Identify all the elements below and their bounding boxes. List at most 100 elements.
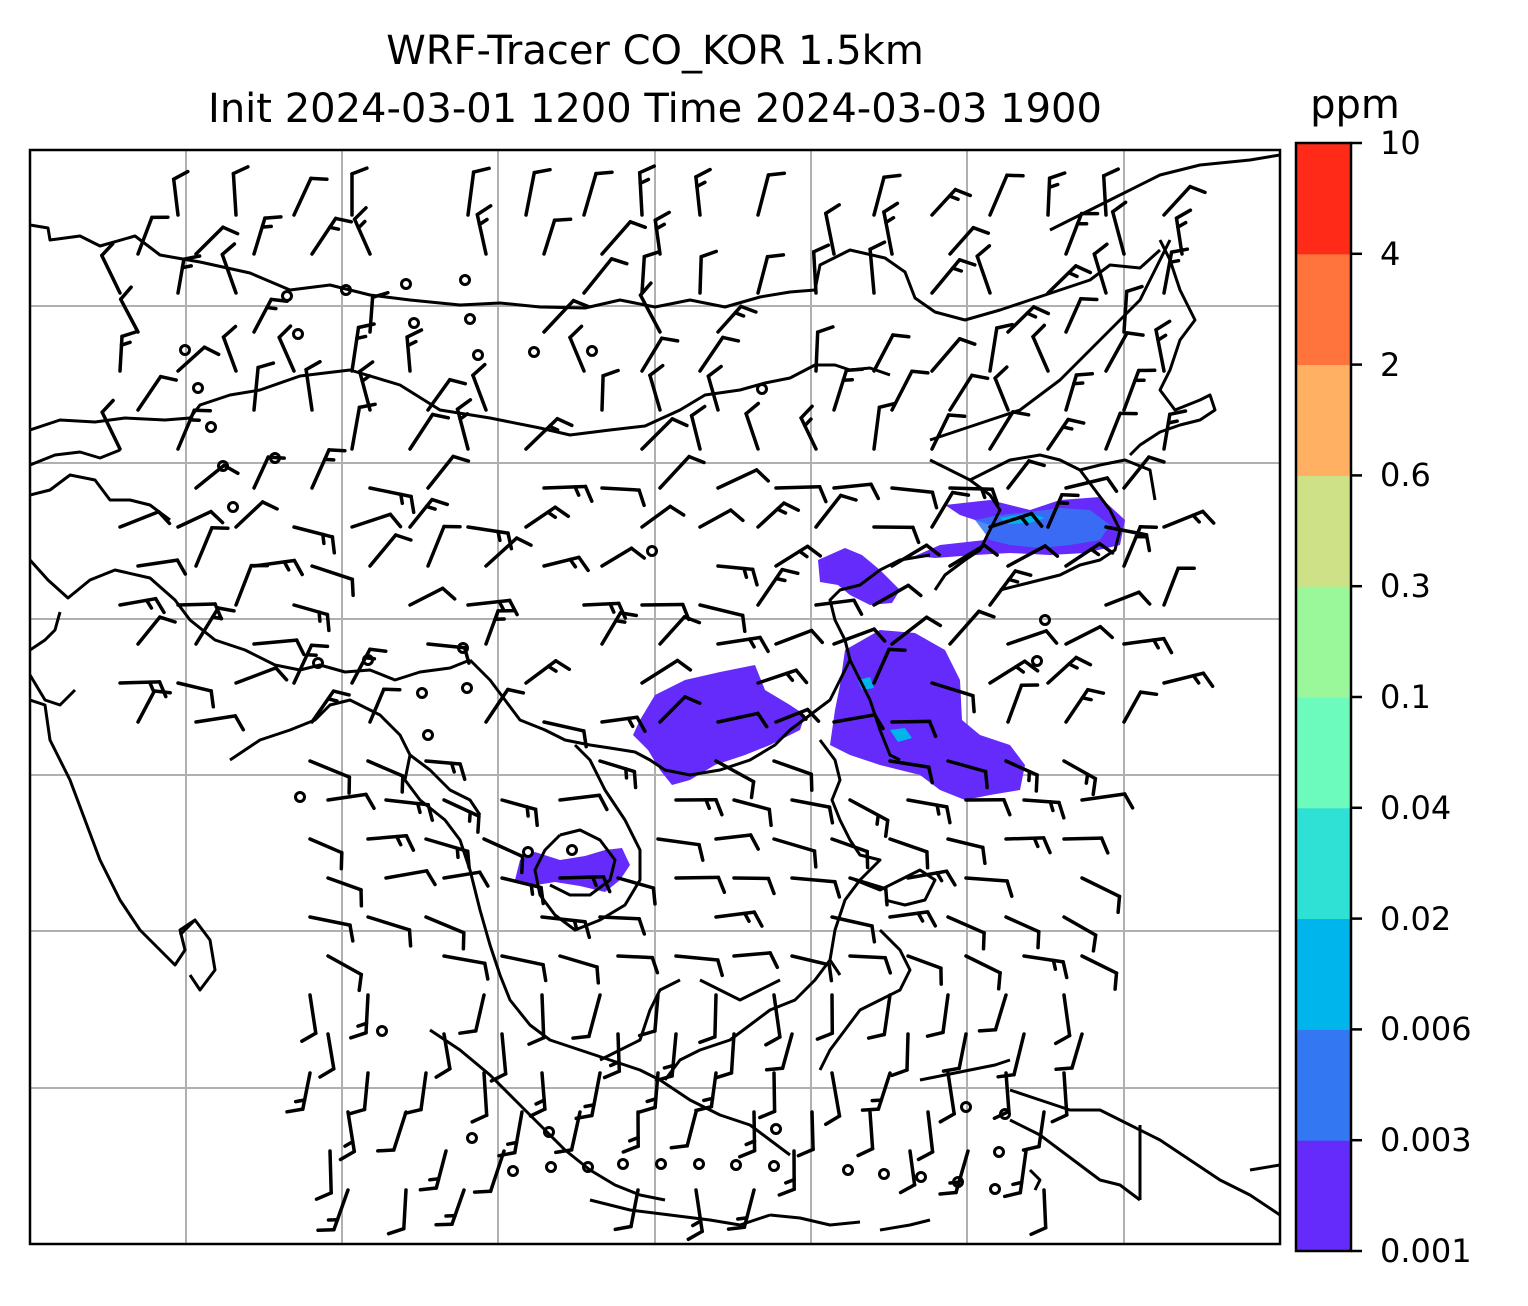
wind-barb [756, 567, 800, 607]
plume-south-china [633, 665, 805, 785]
wind-barb [694, 167, 712, 217]
wind-barb [1006, 459, 1046, 490]
wind-barb [832, 367, 865, 412]
wind-barb [988, 659, 1040, 685]
colorbar-segment [1296, 253, 1351, 366]
calm-wind-marker [340, 284, 352, 296]
wind-barb [890, 1032, 910, 1078]
wind-barb [656, 837, 705, 862]
wind-barb [100, 242, 122, 295]
colorbar-segment [1296, 697, 1351, 809]
wind-barb [350, 322, 376, 373]
wind-barb [716, 304, 758, 334]
wind-barb [500, 798, 539, 828]
wind-barb [1174, 208, 1193, 256]
wind-barb [686, 1188, 704, 1242]
wind-barb [366, 834, 416, 852]
wind-barb [300, 993, 318, 1043]
wind-barb [1110, 200, 1128, 256]
wind-barb [542, 720, 588, 749]
calm-wind-marker [459, 274, 471, 286]
wind-barb [136, 689, 172, 724]
wind-barb [964, 876, 1014, 898]
wind-barb [220, 242, 238, 295]
colorbar-unit-label: ppm [1310, 82, 1400, 128]
map-subtitle: Init 2024-03-01 1200 Time 2024-03-03 190… [208, 86, 1102, 132]
wind-barb [292, 176, 329, 217]
wind-barb [484, 536, 533, 568]
wind-barb [930, 681, 976, 714]
colorbar-tick-label: 0.02 [1380, 899, 1452, 938]
wind-barb [1154, 319, 1172, 373]
wind-barb [948, 225, 991, 256]
wind-barb [848, 876, 889, 907]
calm-wind-marker [461, 682, 473, 694]
wind-barb [930, 187, 973, 217]
wind-barb [600, 546, 646, 568]
wind-barb [558, 793, 609, 812]
wind-barb [888, 910, 938, 928]
wind-barb [796, 1110, 815, 1158]
wind-barb [640, 417, 689, 451]
wind-barb [1054, 1032, 1084, 1072]
wind-barb [698, 508, 745, 529]
wind-barb [1104, 331, 1145, 373]
colorbar-tick-label: 0.6 [1380, 456, 1431, 495]
wind-barb [1064, 476, 1119, 493]
wind-barb [434, 1188, 466, 1227]
wind-barb [357, 360, 375, 412]
wind-barb [252, 297, 289, 334]
colorbar-segment [1296, 1029, 1351, 1141]
colorbar-segment [1296, 364, 1351, 476]
wind-barb [993, 365, 1010, 412]
wind-barb [888, 759, 934, 785]
wind-barb [640, 249, 662, 295]
wind-barb [602, 1032, 622, 1080]
wind-barb [426, 524, 462, 568]
wind-barb [882, 201, 900, 256]
wind-barb [194, 225, 240, 256]
wind-barb [118, 680, 168, 699]
wind-barb [600, 611, 639, 646]
wind-barb [1162, 566, 1196, 607]
calm-wind-marker [464, 313, 476, 325]
wind-barb [756, 171, 787, 217]
wind-barb [714, 833, 760, 851]
wind-barb [716, 711, 769, 729]
wind-barb [252, 215, 283, 256]
wind-barb [744, 401, 761, 451]
wind-barb [756, 253, 786, 295]
wind-barb [308, 759, 352, 795]
wind-barb [1006, 683, 1040, 724]
wind-barb [988, 410, 1031, 451]
calm-wind-marker [227, 501, 239, 513]
calm-wind-marker [192, 382, 204, 394]
wind-barb [194, 606, 236, 646]
calm-wind-marker [646, 545, 658, 557]
wind-barb [489, 1032, 508, 1083]
wind-barb [613, 1188, 640, 1232]
wind-barb [698, 335, 741, 373]
wind-barb [600, 220, 648, 256]
wind-barb [774, 628, 825, 646]
coastlines [30, 153, 1280, 1232]
wind-barb [471, 362, 488, 412]
wind-barb [366, 759, 405, 794]
wind-barb [136, 558, 188, 576]
wind-barb [640, 602, 691, 622]
wind-barb [866, 993, 892, 1040]
wind-barb [716, 468, 770, 490]
colorbar-tick-label: 4 [1380, 234, 1401, 273]
wind-barb [118, 596, 166, 615]
wind-barb [930, 490, 971, 529]
colorbar-segment [1296, 475, 1351, 587]
wind-barb [774, 544, 823, 568]
wind-barb [941, 1032, 968, 1073]
wind-barb [316, 1188, 350, 1232]
wind-barb [568, 324, 586, 373]
wind-barb [408, 497, 450, 529]
wind-barb [442, 870, 490, 888]
wind-barb [1162, 247, 1190, 295]
wind-barb [1050, 1071, 1069, 1124]
